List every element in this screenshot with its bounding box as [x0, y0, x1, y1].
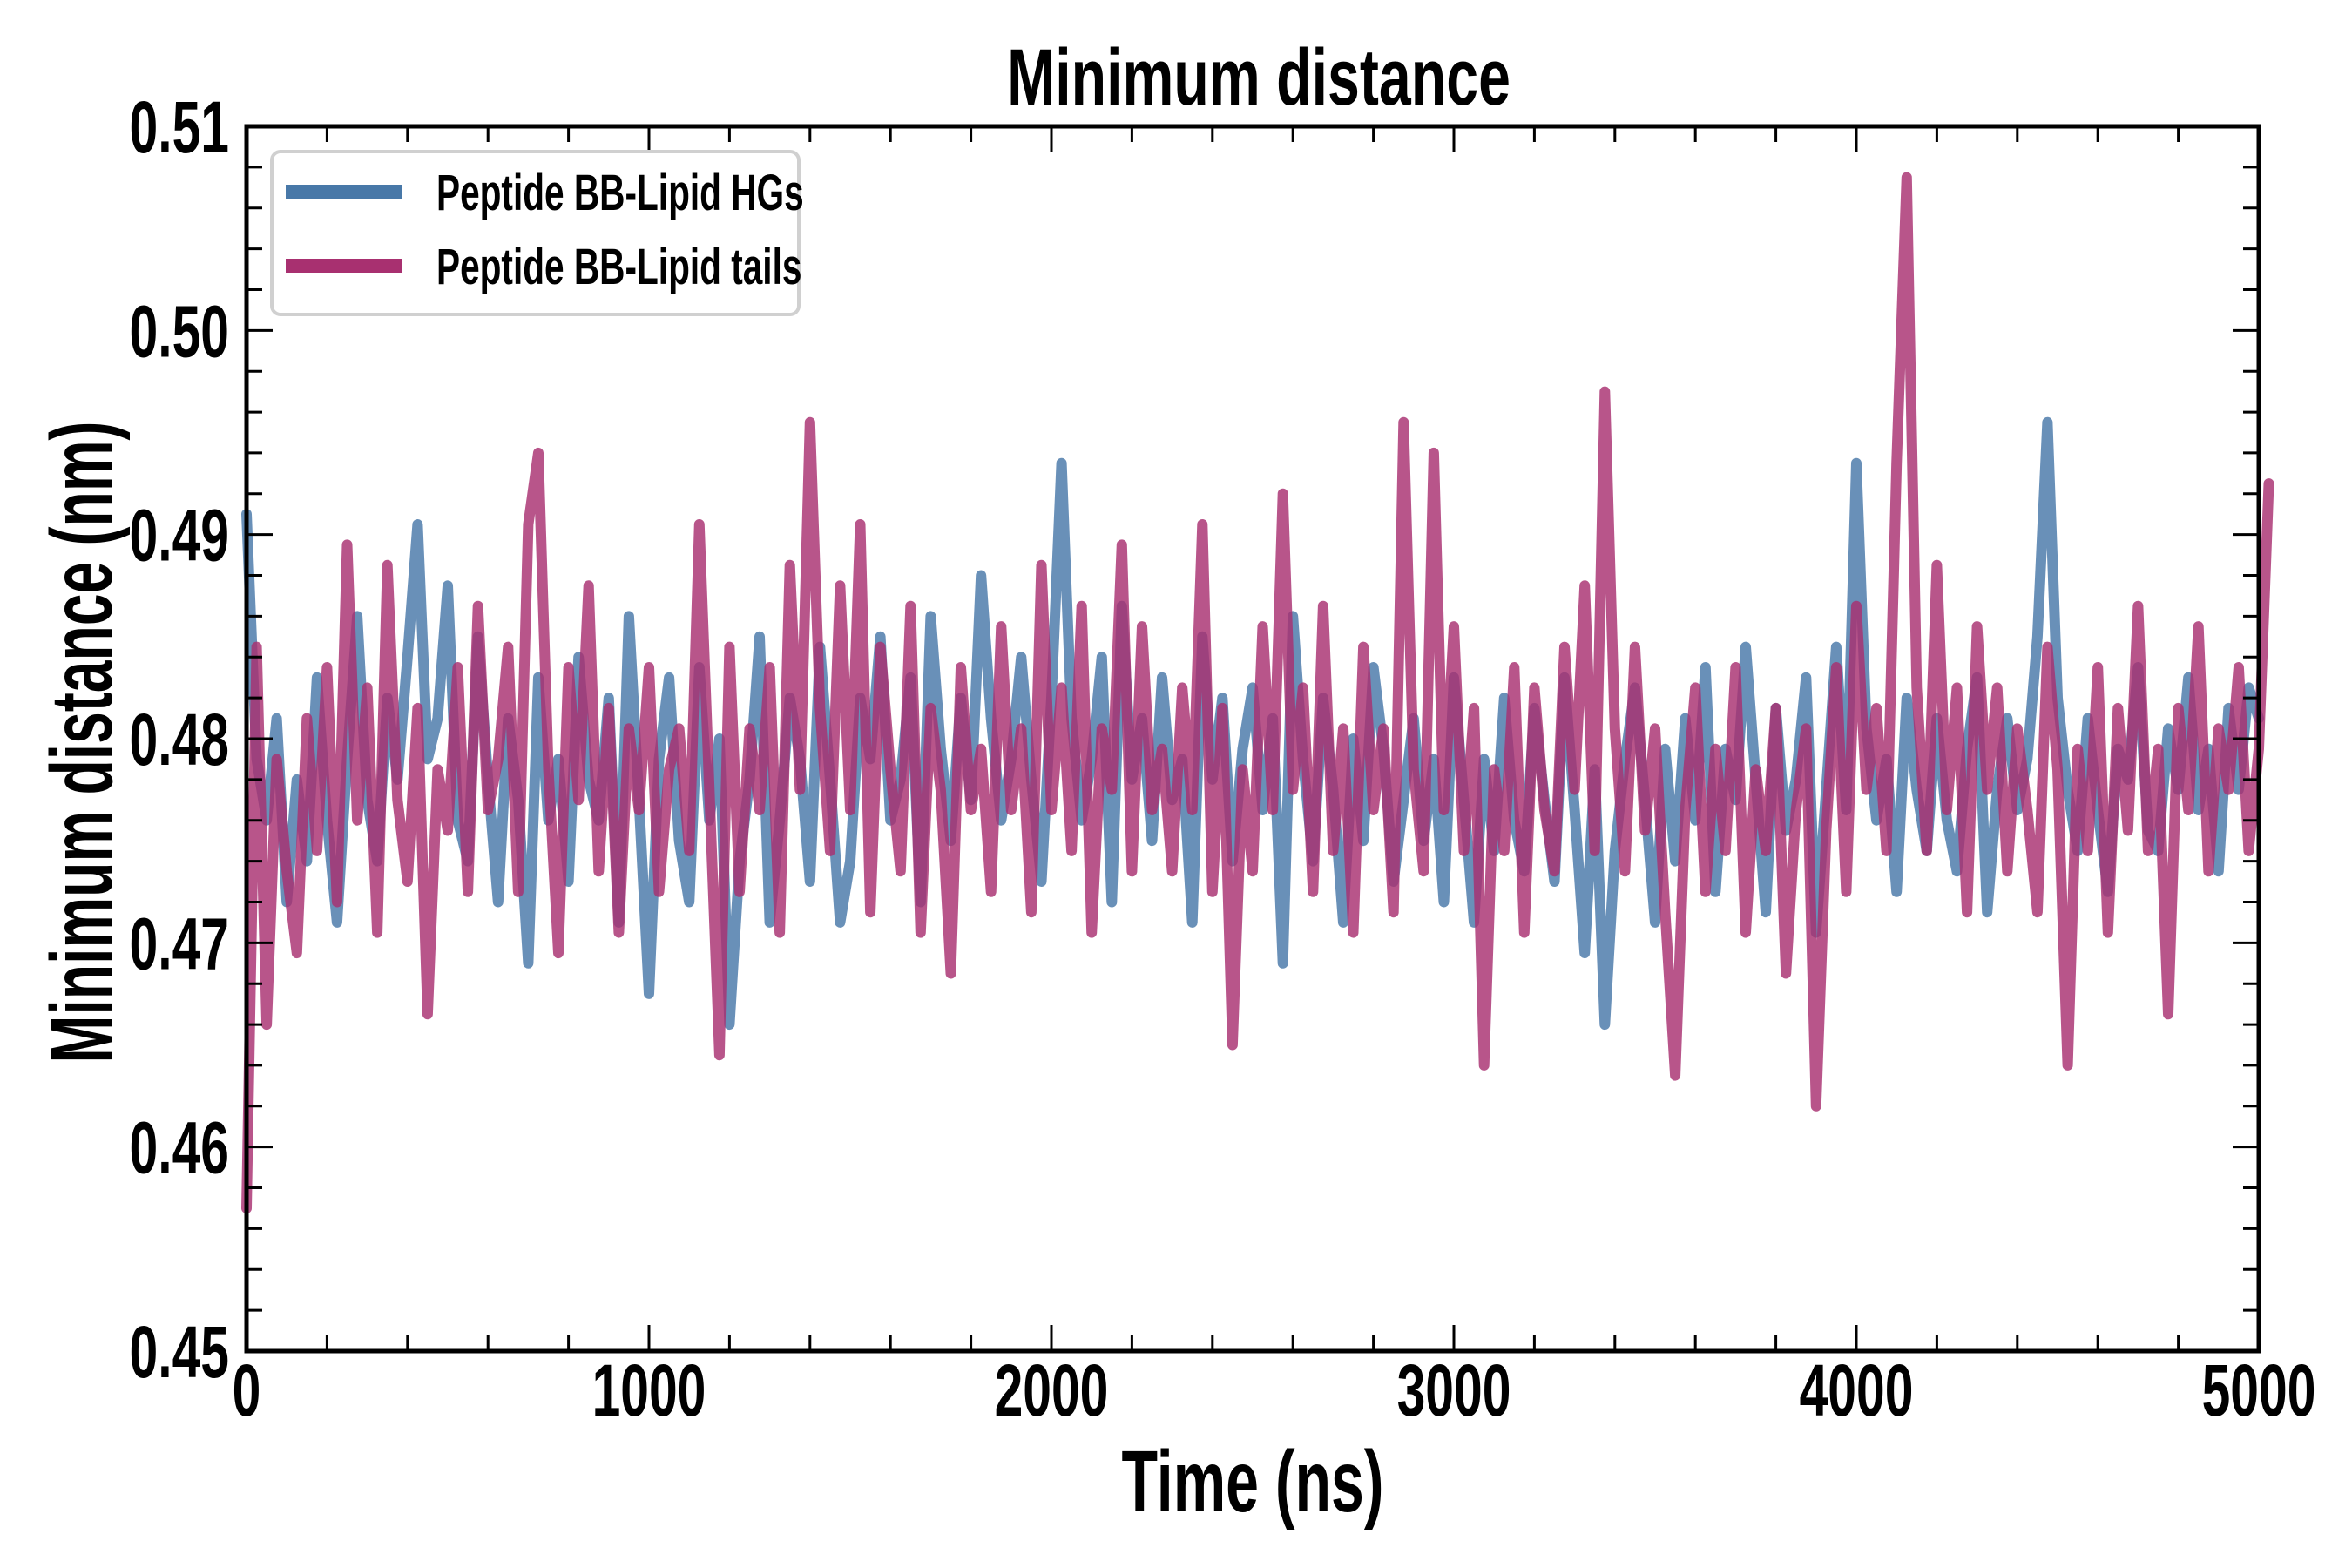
y-tick-label: 0.47	[130, 903, 229, 985]
x-tick-label: 5000	[2202, 1350, 2316, 1432]
x-tick-label: 2000	[995, 1350, 1109, 1432]
y-tick-label: 0.48	[130, 700, 229, 781]
y-tick-label: 0.49	[130, 495, 229, 577]
y-tick-labels: 0.45 0.46 0.47 0.48 0.49 0.50 0.51	[130, 87, 229, 1394]
x-tick-label: 0	[233, 1350, 261, 1432]
x-tick-label: 4000	[1800, 1350, 1914, 1432]
x-axis-label: Time (ns)	[1122, 1434, 1384, 1531]
ticks-layer	[245, 125, 2261, 1353]
x-tick-label: 1000	[592, 1350, 706, 1432]
series-line-tails	[241, 172, 2274, 1213]
y-tick-label: 0.50	[130, 291, 229, 373]
legend-label-hgs: Peptide BB-Lipid HGs	[436, 165, 804, 221]
y-axis-label: Minimum distance (nm)	[32, 421, 130, 1063]
y-tick-label: 0.45	[130, 1312, 229, 1394]
legend-label-tails: Peptide BB-Lipid tails	[436, 239, 801, 295]
legend: Peptide BB-Lipid HGs Peptide BB-Lipid ta…	[270, 150, 804, 316]
y-tick-label: 0.46	[130, 1107, 229, 1189]
chart-title: Minimum distance	[1007, 31, 1511, 121]
x-tick-label: 3000	[1397, 1350, 1511, 1432]
series-layer	[241, 172, 2274, 1213]
x-tick-labels: 0 1000 2000 3000 4000 5000	[233, 1350, 2316, 1432]
legend-box	[270, 150, 801, 316]
y-tick-label: 0.51	[130, 87, 229, 169]
